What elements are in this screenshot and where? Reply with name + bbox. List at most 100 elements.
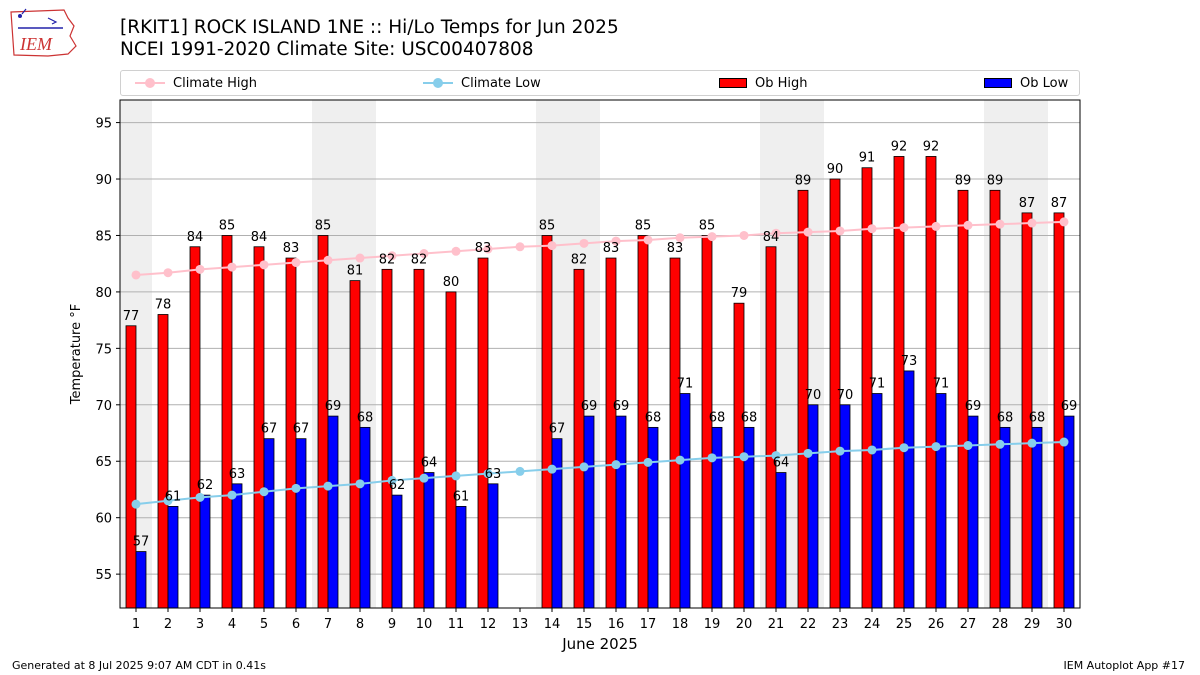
climate-low-point-day-15	[579, 462, 589, 472]
climate-low-point-day-11	[451, 471, 461, 481]
ob-low-bar-day-23	[839, 404, 851, 609]
ob-low-label-day-26: 71	[933, 377, 950, 392]
x-tick-label-25: 25	[896, 617, 913, 632]
ob-high-label-day-6: 83	[283, 241, 300, 256]
y-tick-label-65: 65	[95, 455, 112, 470]
ob-low-bar-day-5	[263, 438, 275, 609]
climate-high-point-day-12	[483, 244, 493, 254]
x-tick-label-4: 4	[228, 617, 236, 632]
ob-low-label-day-24: 71	[869, 377, 886, 392]
x-tick-label-6: 6	[292, 617, 300, 632]
climate-lines	[131, 217, 1069, 509]
ob-high-label-day-4: 85	[219, 218, 236, 233]
legend-swatch-ob-high	[719, 78, 747, 88]
x-tick-label-30: 30	[1056, 617, 1073, 632]
ob-low-bar-day-24	[871, 393, 883, 609]
x-tick-label-5: 5	[260, 617, 268, 632]
ob-high-label-day-11: 80	[443, 275, 460, 290]
footer-app: IEM Autoplot App #17	[1063, 659, 1186, 672]
climate-low-point-day-21	[771, 451, 781, 461]
climate-low-point-day-29	[1027, 438, 1037, 448]
climate-high-point-day-9	[387, 251, 397, 261]
ob-low-label-day-12: 63	[485, 467, 502, 482]
climate-low-point-day-7	[323, 481, 333, 491]
x-tick-label-15: 15	[576, 617, 593, 632]
ob-low-label-day-22: 70	[805, 388, 822, 403]
ob-low-bar-day-11	[455, 505, 467, 609]
climate-high-point-day-29	[1027, 218, 1037, 228]
x-tick-label-29: 29	[1024, 617, 1041, 632]
ob-low-label-day-8: 68	[357, 410, 374, 425]
ob-low-bar-day-14	[551, 438, 563, 609]
ob-high-label-day-14: 85	[539, 218, 556, 233]
ob-low-label-day-10: 64	[421, 456, 438, 471]
climate-high-point-day-13	[515, 242, 525, 252]
legend-label-ob-high: Ob High	[755, 75, 808, 91]
ob-high-label-day-26: 92	[923, 139, 940, 154]
ob-low-bar-day-15	[583, 415, 595, 609]
climate-low-point-day-14	[547, 464, 557, 474]
ob-low-label-day-15: 69	[581, 399, 598, 414]
bar-value-labels: 77 78 84 85 84 83 85 81 82 82 80 83 85 82 83 85 83 85 79 84…	[123, 139, 1078, 549]
climate-high-point-day-20	[739, 230, 749, 240]
ob-high-label-day-9: 82	[379, 252, 396, 267]
ob-high-label-day-21: 84	[763, 230, 780, 245]
ob-high-label-day-28: 89	[987, 173, 1004, 188]
climate-high-point-day-6	[291, 258, 301, 268]
climate-high-point-day-17	[643, 235, 653, 245]
legend-item-ob-low: Ob Low	[984, 71, 1068, 95]
x-tick-label-19: 19	[704, 617, 721, 632]
ob-high-label-day-5: 84	[251, 230, 268, 245]
climate-high-point-day-7	[323, 255, 333, 265]
climate-high-point-day-4	[227, 262, 237, 272]
gridlines	[120, 122, 1080, 575]
ob-low-bar-day-4	[231, 483, 243, 609]
ob-high-bar-day-21	[765, 246, 777, 609]
ob-high-label-day-3: 84	[187, 230, 204, 245]
ob-low-bar-day-7	[327, 415, 339, 609]
x-tick-label-21: 21	[768, 617, 785, 632]
climate-low-line	[135, 441, 1065, 506]
climate-high-point-day-3	[195, 264, 205, 274]
climate-high-point-day-22	[803, 227, 813, 237]
ob-low-bar-day-1	[135, 551, 147, 609]
climate-high-point-day-28	[995, 219, 1005, 229]
bars	[125, 156, 1075, 609]
ob-high-bar-day-11	[445, 291, 457, 609]
ob-high-bar-day-7	[317, 235, 329, 609]
x-tick-label-10: 10	[416, 617, 433, 632]
ob-low-label-day-4: 63	[229, 467, 246, 482]
ob-low-bar-day-8	[359, 426, 371, 609]
x-axis-label: June 2025	[561, 635, 638, 653]
ob-low-label-day-2: 61	[165, 489, 182, 504]
climate-high-point-day-11	[451, 246, 461, 256]
x-tick-label-12: 12	[480, 617, 497, 632]
climate-high-point-day-26	[931, 221, 941, 231]
ob-low-bar-day-25	[903, 370, 915, 609]
ob-high-bar-day-4	[221, 235, 233, 609]
climate-low-point-day-17	[643, 457, 653, 467]
climate-high-point-day-1	[131, 270, 141, 280]
ob-low-bar-day-17	[647, 426, 659, 609]
ob-high-bar-day-10	[413, 268, 425, 609]
x-tick-label-9: 9	[388, 617, 396, 632]
climate-high-point-day-23	[835, 226, 845, 236]
ob-high-bar-day-18	[669, 257, 681, 609]
ob-high-label-day-20: 79	[731, 286, 748, 301]
x-tick-label-2: 2	[164, 617, 172, 632]
climate-low-point-day-12	[483, 469, 493, 479]
climate-low-point-day-2	[163, 496, 173, 506]
climate-high-point-day-16	[611, 236, 621, 246]
ob-low-label-day-5: 67	[261, 422, 278, 437]
climate-low-point-day-6	[291, 483, 301, 493]
climate-low-point-day-26	[931, 442, 941, 452]
climate-low-point-day-28	[995, 439, 1005, 449]
ob-high-label-day-7: 85	[315, 218, 332, 233]
y-tick-label-60: 60	[95, 512, 112, 527]
x-tick-label-26: 26	[928, 617, 945, 632]
ob-high-label-day-24: 91	[859, 151, 876, 166]
y-tick-label-95: 95	[95, 117, 112, 132]
climate-high-point-day-19	[707, 232, 717, 242]
climate-low-point-day-18	[675, 455, 685, 465]
